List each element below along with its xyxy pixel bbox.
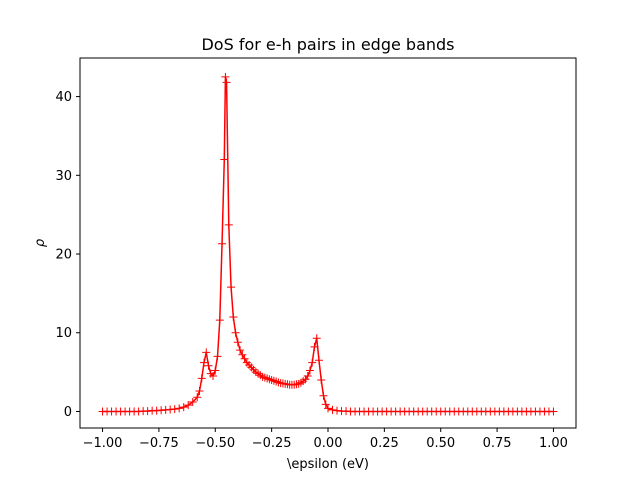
data-point: [200, 358, 208, 367]
y-tick-label: 30: [55, 169, 72, 184]
axes-frame: [79, 57, 577, 429]
data-point: [317, 375, 326, 384]
data-point: [221, 72, 230, 81]
data-point: [229, 313, 238, 321]
x-tick-label: −0.75: [139, 436, 179, 451]
data-point: [211, 366, 220, 375]
y-tick-label: 40: [55, 90, 72, 105]
data-point: [308, 358, 317, 367]
x-axis-label: \epsilon (eV): [287, 457, 369, 472]
data-point: [233, 338, 242, 347]
data-point: [184, 401, 193, 410]
chart-title: DoS for e-h pairs in edge bands: [201, 35, 454, 54]
x-tick-label: −0.25: [252, 436, 292, 451]
data-point: [179, 403, 188, 412]
y-axis-label: ρ: [33, 238, 48, 247]
data-point: [238, 350, 247, 359]
data-point: [319, 391, 328, 400]
data-point: [170, 405, 179, 414]
data-point: [204, 361, 213, 370]
data-point: [312, 334, 321, 343]
data-point: [303, 372, 312, 381]
data-point: [202, 348, 211, 357]
plot-area: [98, 72, 558, 416]
data-point: [231, 328, 240, 337]
x-tick-label: 0.75: [483, 436, 512, 451]
y-tick-label: 10: [55, 326, 72, 341]
x-tick-label: 0.25: [370, 436, 399, 451]
data-point: [314, 356, 323, 365]
data-point: [175, 404, 184, 413]
x-tick-label: 0.50: [426, 436, 455, 451]
data-point: [215, 316, 224, 325]
series-line: [102, 76, 554, 413]
y-tick-label: 20: [55, 248, 72, 263]
data-point: [197, 374, 206, 383]
data-point: [227, 283, 236, 292]
data-point: [220, 155, 229, 164]
x-tick-label: −0.50: [195, 436, 235, 451]
data-point: [236, 346, 245, 355]
data-point: [549, 407, 558, 416]
data-point: [195, 387, 204, 395]
data-point: [321, 400, 330, 409]
data-point: [222, 78, 231, 87]
data-point: [193, 393, 202, 402]
data-point: [328, 405, 337, 414]
data-point: [218, 239, 227, 248]
data-point: [224, 220, 233, 229]
data-point: [188, 398, 197, 407]
data-point: [209, 372, 218, 381]
data-point: [324, 404, 332, 413]
x-tick-label: 0.00: [314, 436, 343, 451]
data-point: [310, 342, 319, 351]
x-tick-label: −1.00: [83, 436, 123, 451]
y-tick-label: 0: [64, 405, 72, 420]
x-tick-label: 1.00: [539, 436, 568, 451]
data-point: [240, 354, 249, 363]
data-point: [305, 366, 314, 375]
x-axis: −1.00 −0.75 −0.50 −0.25 0.00 0.25 0.50 0.75 1.00: [83, 428, 568, 451]
data-point: [213, 352, 222, 361]
y-axis: 0 10 20 30 40: [55, 90, 80, 420]
